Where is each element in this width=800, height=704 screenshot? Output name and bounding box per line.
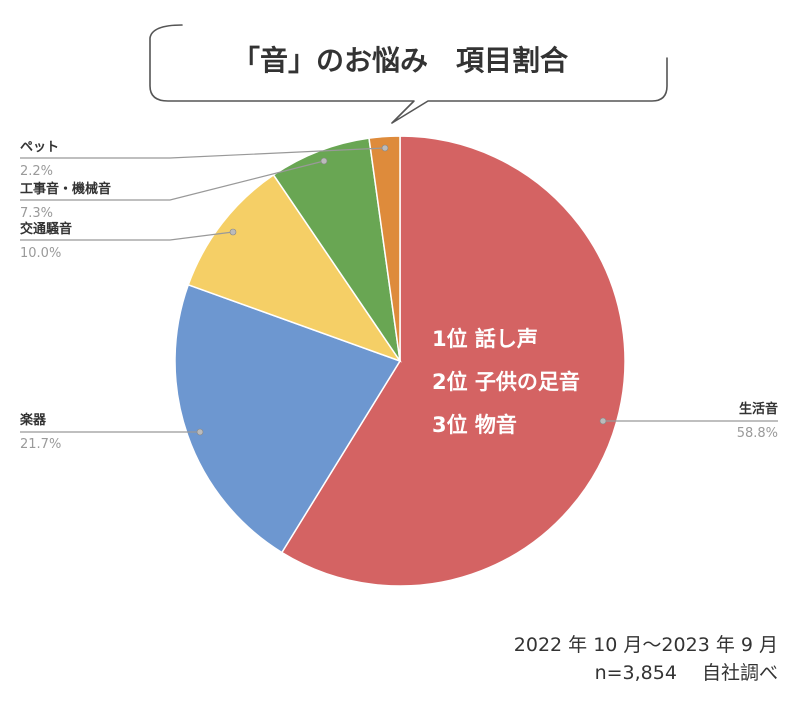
leader-line — [20, 147, 386, 159]
slice-label: 交通騒音 — [20, 221, 72, 237]
ranking-annotation: 1位 話し声 2位 子供の足音 3位 物音 — [432, 327, 580, 437]
slice-label: 生活音 — [739, 401, 778, 417]
leader-lines — [20, 144, 778, 436]
slice-value-label: 21.7% — [20, 437, 61, 452]
leader-dot — [320, 157, 328, 165]
slice-labels: 生活音 58.8% 楽器 21.7% 交通騒音 10.0% 工事音・機械音 7.3% ペット 2.… — [19, 140, 778, 452]
slice-label: 工事音・機械音 — [20, 181, 111, 197]
leader-dot — [381, 144, 389, 152]
pie-slice — [280, 135, 626, 587]
leader-line — [20, 231, 234, 241]
slice-value-label: 58.8% — [737, 426, 778, 441]
slice-value-label: 2.2% — [20, 164, 53, 179]
sample-size-note: n=3,854 自社調べ — [594, 662, 778, 684]
pie-slice — [187, 173, 402, 363]
callout-bubble — [149, 24, 668, 124]
leader-dot — [599, 417, 607, 425]
ranking-item: 1位 話し声 — [432, 327, 538, 351]
leader-dot — [196, 428, 204, 436]
chart-title: 「音」のお悩み 項目割合 — [232, 44, 569, 77]
slice-value-label: 10.0% — [20, 246, 61, 261]
slice-label: 楽器 — [19, 412, 47, 428]
pie-slice — [174, 283, 402, 554]
title-callout: 「音」のお悩み 項目割合 — [149, 24, 668, 124]
leader-dot — [229, 228, 237, 236]
ranking-item: 2位 子供の足音 — [432, 370, 580, 394]
leader-line — [20, 160, 325, 201]
pie-slices — [174, 135, 626, 587]
slice-label: ペット — [20, 140, 59, 155]
ranking-item: 3位 物音 — [432, 413, 517, 437]
slice-value-label: 7.3% — [20, 206, 53, 221]
pie-slice — [368, 135, 401, 362]
survey-period: 2022 年 10 月～2023 年 9 月 — [513, 634, 778, 656]
